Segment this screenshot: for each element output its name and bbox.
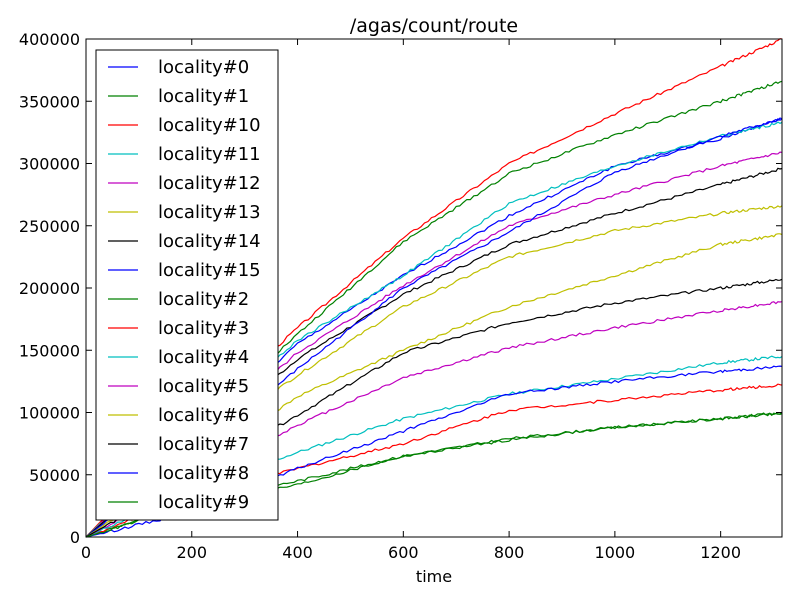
x-tick-label: 200	[177, 543, 208, 562]
x-tick-label: 600	[388, 543, 419, 562]
x-axis: 0 200 400 600 800 1000 1200	[81, 39, 741, 562]
legend-label: locality#5	[158, 376, 249, 397]
x-tick-label: 400	[282, 543, 313, 562]
x-tick-label: 0	[81, 543, 91, 562]
y-tick-label: 250000	[19, 217, 80, 236]
y-axis: 0 50000 100000 150000 200000 250000 300000 3500…	[19, 30, 782, 547]
legend-label: locality#4	[158, 347, 249, 368]
y-tick-label: 100000	[19, 404, 80, 423]
y-tick-label: 400000	[19, 30, 80, 49]
legend-label: locality#14	[158, 231, 261, 252]
y-tick-label: 0	[70, 528, 80, 547]
y-tick-label: 200000	[19, 279, 80, 298]
legend-label: locality#1	[158, 86, 249, 107]
y-tick-label: 150000	[19, 341, 80, 360]
y-tick-label: 350000	[19, 92, 80, 111]
legend-label: locality#0	[158, 57, 249, 78]
legend-label: locality#6	[158, 405, 249, 426]
legend-label: locality#13	[158, 202, 261, 223]
x-tick-label: 1200	[700, 543, 741, 562]
legend-label: locality#8	[158, 463, 249, 484]
y-tick-label: 300000	[19, 155, 80, 174]
x-tick-label: 800	[494, 543, 525, 562]
legend-label: locality#2	[158, 289, 249, 310]
legend-label: locality#10	[158, 115, 261, 136]
legend-label: locality#9	[158, 492, 249, 513]
x-tick-label: 1000	[595, 543, 636, 562]
legend-label: locality#11	[158, 144, 261, 165]
legend-label: locality#12	[158, 173, 261, 194]
legend: locality#0 locality#1 locality#10 locality#…	[95, 49, 279, 521]
x-axis-label: time	[416, 567, 452, 586]
y-tick-label: 50000	[29, 466, 80, 485]
chart-title: /agas/count/route	[350, 15, 518, 37]
legend-label: locality#15	[158, 260, 261, 281]
legend-label: locality#7	[158, 434, 249, 455]
legend-box	[95, 49, 279, 521]
legend-label: locality#3	[158, 318, 249, 339]
